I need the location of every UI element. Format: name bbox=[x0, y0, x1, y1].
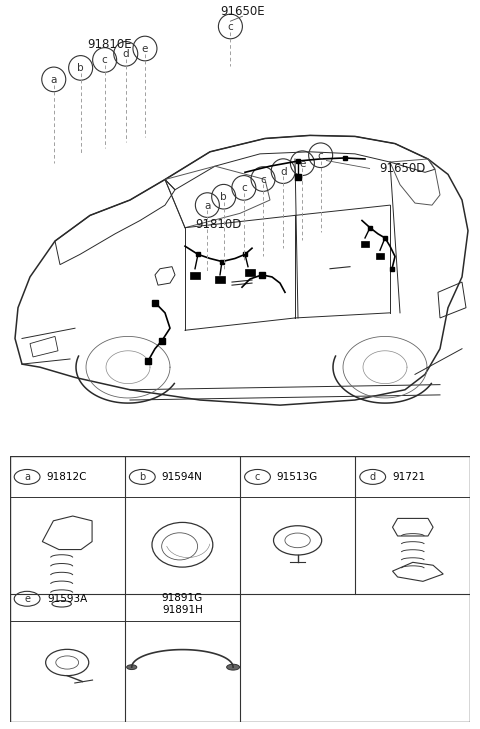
Text: 91593A: 91593A bbox=[48, 594, 88, 604]
Text: a: a bbox=[50, 75, 57, 85]
Text: 91891G
91891H: 91891G 91891H bbox=[162, 593, 203, 615]
Bar bbox=[361, 241, 369, 247]
Ellipse shape bbox=[227, 664, 240, 670]
Text: e: e bbox=[299, 159, 306, 168]
Text: b: b bbox=[220, 192, 227, 202]
Text: 91810E: 91810E bbox=[87, 39, 132, 52]
Text: c: c bbox=[318, 151, 324, 161]
Text: c: c bbox=[260, 174, 266, 184]
Text: 91810D: 91810D bbox=[195, 217, 241, 230]
Text: 91650D: 91650D bbox=[379, 162, 426, 175]
Text: d: d bbox=[280, 167, 287, 176]
Text: 91721: 91721 bbox=[392, 472, 425, 482]
Text: c: c bbox=[241, 184, 247, 193]
Ellipse shape bbox=[127, 665, 137, 669]
Text: 91594N: 91594N bbox=[162, 472, 203, 482]
Text: 91650E: 91650E bbox=[220, 4, 264, 17]
Text: b: b bbox=[77, 63, 84, 74]
Text: c: c bbox=[228, 22, 233, 32]
Text: 91812C: 91812C bbox=[47, 472, 87, 482]
Bar bbox=[215, 276, 225, 283]
Bar bbox=[376, 254, 384, 260]
Bar bbox=[190, 272, 200, 279]
Text: a: a bbox=[24, 472, 30, 482]
Text: c: c bbox=[255, 472, 260, 482]
Text: 91513G: 91513G bbox=[277, 472, 318, 482]
Text: e: e bbox=[142, 44, 148, 54]
Text: e: e bbox=[24, 594, 30, 604]
Text: c: c bbox=[102, 55, 108, 66]
Bar bbox=[245, 269, 255, 276]
Text: b: b bbox=[139, 472, 145, 482]
Text: a: a bbox=[204, 200, 211, 211]
Text: d: d bbox=[122, 50, 129, 59]
Text: d: d bbox=[370, 472, 376, 482]
